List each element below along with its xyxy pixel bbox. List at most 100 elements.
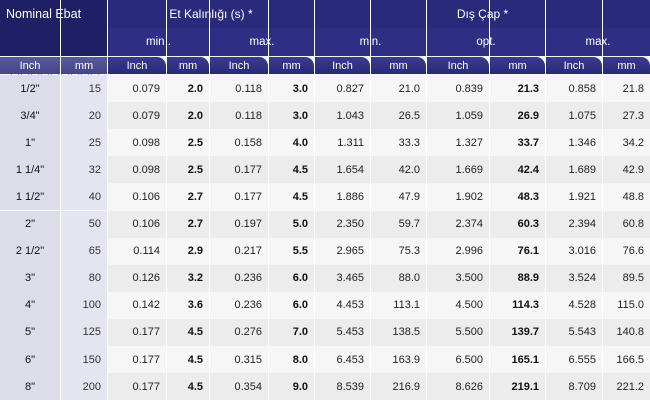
table-cell: 0.858 bbox=[568, 82, 596, 95]
table-cell: 2 1/2" bbox=[0, 237, 60, 265]
table-cell: 34.2 bbox=[622, 136, 644, 149]
table-cell: 5.543 bbox=[568, 326, 596, 339]
table-cell: 0.177 bbox=[132, 380, 160, 393]
unit-header-cell: Inch bbox=[427, 57, 489, 74]
table-cell: 6.453 bbox=[336, 353, 364, 366]
table-cell: 2.0 bbox=[187, 109, 203, 122]
table-cell: 89.5 bbox=[622, 272, 644, 285]
table-cell: 1.059 bbox=[455, 109, 483, 122]
table-cell: 2.0 bbox=[187, 82, 203, 95]
unit-header-cell: mm bbox=[371, 57, 426, 74]
table-cell: 60.8 bbox=[622, 218, 644, 230]
table-cell: 88.0 bbox=[398, 272, 420, 285]
table-cell: 1 1/2" bbox=[0, 183, 60, 211]
table-cell: 100 bbox=[61, 291, 107, 319]
unit-header-cell: Inch bbox=[210, 57, 268, 74]
table-cell: 42.0 bbox=[398, 163, 420, 176]
table-cell: 1.346 bbox=[568, 136, 596, 149]
table-cell: 3.0 bbox=[292, 109, 308, 122]
table-cell: 2" bbox=[0, 210, 60, 238]
table-row: 4" 100 0.142 3.6 0.236 6.0 4.453 113.1 4.500 114.… bbox=[0, 291, 650, 319]
table-cell: 6" bbox=[0, 346, 60, 373]
table-cell: 7.0 bbox=[292, 326, 308, 339]
table-row: 3/4" 20 0.079 2.0 0.118 3.0 1.043 26.5 1.059 26.9… bbox=[0, 102, 650, 130]
table-cell: 3.524 bbox=[568, 272, 596, 285]
table-cell: 221.2 bbox=[616, 380, 644, 393]
unit-header-cell: Inch bbox=[546, 57, 602, 74]
table-row: 8" 200 0.177 4.5 0.354 9.0 8.539 216.9 8.626 219.… bbox=[0, 373, 650, 400]
table-cell: 0.098 bbox=[132, 136, 160, 149]
table-cell: 0.098 bbox=[132, 163, 160, 176]
table-cell: 5.453 bbox=[336, 326, 364, 339]
table-cell: 216.9 bbox=[392, 380, 420, 393]
table-cell: 0.236 bbox=[234, 272, 262, 285]
table-cell: 0.315 bbox=[234, 353, 262, 366]
table-cell: 0.142 bbox=[132, 299, 160, 312]
column-divider bbox=[314, 0, 315, 400]
table-cell: 4.453 bbox=[336, 299, 364, 312]
unit-header-cell: Inch bbox=[315, 57, 370, 74]
table-cell: 42.4 bbox=[517, 163, 539, 176]
table-cell: 2.965 bbox=[336, 245, 364, 258]
table-cell: 8.0 bbox=[292, 353, 308, 366]
table-cell: 75.3 bbox=[398, 245, 420, 258]
table-cell: 40 bbox=[61, 183, 107, 211]
table-cell: 0.158 bbox=[234, 136, 262, 149]
column-divider bbox=[268, 0, 269, 400]
table-cell: 48.8 bbox=[622, 190, 644, 203]
unit-header-cell: mm bbox=[603, 57, 650, 74]
table-cell: 3.016 bbox=[568, 245, 596, 258]
table-cell: 166.5 bbox=[616, 353, 644, 366]
column-divider bbox=[426, 0, 427, 400]
table-cell: 59.7 bbox=[398, 218, 420, 230]
table-cell: 1.075 bbox=[568, 109, 596, 122]
table-cell: 1 1/4" bbox=[0, 156, 60, 184]
header-outer-opt: opt. bbox=[427, 28, 545, 56]
table-cell: 5" bbox=[0, 318, 60, 346]
table-cell: 0.354 bbox=[234, 380, 262, 393]
table-cell: 6.0 bbox=[292, 272, 308, 285]
table-cell: 9.0 bbox=[292, 380, 308, 393]
table-cell: 163.9 bbox=[392, 353, 420, 366]
table-cell: 6.555 bbox=[568, 353, 596, 366]
table-cell: 88.9 bbox=[517, 272, 539, 285]
header-outer-diameter: Dış Çap * bbox=[315, 0, 650, 28]
table-cell: 4.5 bbox=[187, 353, 203, 366]
table-cell: 4.5 bbox=[292, 163, 308, 176]
table-cell: 80 bbox=[61, 264, 107, 292]
header-wall-min: min . bbox=[108, 28, 209, 56]
table-cell: 1.654 bbox=[336, 163, 364, 176]
table-cell: 32 bbox=[61, 156, 107, 184]
table-cell: 0.177 bbox=[132, 353, 160, 366]
header-wall-max: max. bbox=[210, 28, 314, 56]
table-row: 1 1/4" 32 0.098 2.5 0.177 4.5 1.654 42.0 1.669 42… bbox=[0, 156, 650, 184]
table-row: 5" 125 0.177 4.5 0.276 7.0 5.453 138.5 5.500 139.… bbox=[0, 318, 650, 346]
table-cell: 3/4" bbox=[0, 102, 60, 130]
column-divider bbox=[209, 0, 210, 400]
table-cell: 76.6 bbox=[622, 245, 644, 258]
unit-header-cell: Inch bbox=[108, 57, 166, 74]
table-cell: 2.996 bbox=[455, 245, 483, 258]
table-cell: 2.7 bbox=[187, 218, 203, 230]
table-cell: 27.3 bbox=[622, 109, 644, 122]
table-cell: 8" bbox=[0, 373, 60, 400]
column-divider bbox=[602, 0, 603, 400]
table-cell: 3" bbox=[0, 264, 60, 292]
table-cell: 115.0 bbox=[617, 299, 644, 312]
unit-header-cell: mm bbox=[269, 57, 314, 74]
table-cell: 21.0 bbox=[398, 82, 420, 95]
table-cell: 1.327 bbox=[455, 136, 483, 149]
table-cell: 2.9 bbox=[187, 245, 203, 258]
table-cell: 4.500 bbox=[455, 299, 483, 312]
table-cell: 125 bbox=[61, 318, 107, 346]
table-cell: 4.5 bbox=[187, 380, 203, 393]
column-divider bbox=[60, 0, 61, 400]
unit-header-cell: Inch bbox=[0, 57, 60, 74]
table-cell: 2.5 bbox=[187, 163, 203, 176]
table-cell: 0.197 bbox=[234, 218, 262, 230]
table-cell: 113.1 bbox=[393, 299, 420, 312]
table-cell: 3.500 bbox=[455, 272, 483, 285]
table-cell: 5.500 bbox=[455, 326, 483, 339]
table-cell: 6.500 bbox=[455, 353, 483, 366]
table-cell: 65 bbox=[61, 237, 107, 265]
